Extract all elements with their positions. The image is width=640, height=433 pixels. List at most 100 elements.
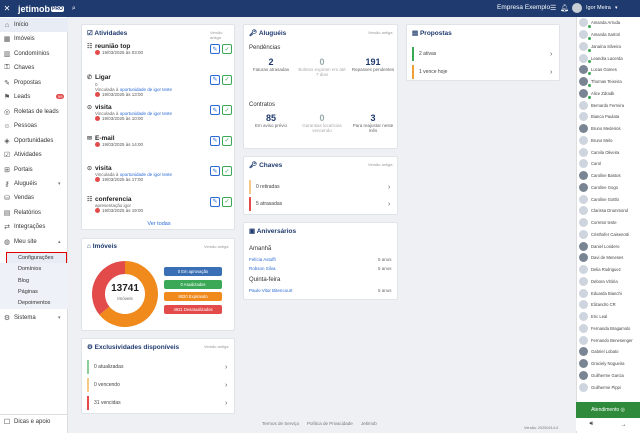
- user-list-item[interactable]: Carol: [579, 158, 640, 170]
- ver-todas-link[interactable]: Ver todas: [147, 221, 171, 227]
- user-list-item[interactable]: Elizandro CR: [579, 299, 640, 311]
- user-list-item[interactable]: Thomas Teixeira: [579, 76, 640, 88]
- activity-item[interactable]: ✉ E-mail 19/03/2025 às 14:00: [87, 135, 235, 147]
- birthday-person[interactable]: Robson Silva: [249, 266, 276, 271]
- sidebar-item-portais[interactable]: ⊞ Portais: [0, 163, 68, 177]
- imoveis-status-pill[interactable]: 8820 Expirando: [164, 292, 222, 301]
- submenu-blog[interactable]: Blog: [0, 274, 68, 287]
- old-version-link[interactable]: Versão antiga: [368, 30, 393, 35]
- dicas-e-apoio[interactable]: ☐ Dicas e apoio: [0, 414, 68, 428]
- edit-icon[interactable]: ✎: [210, 166, 220, 176]
- atendimento-button[interactable]: Atendimento ◎: [576, 402, 640, 418]
- opportunity-link[interactable]: oportunidade: [119, 172, 146, 177]
- user-list-item[interactable]: Eduarda Bianchi: [579, 287, 640, 299]
- user-list-item[interactable]: Caroline Gottlo: [579, 193, 640, 205]
- sidebar-item-aluguéis[interactable]: ⚷ Aluguéis ▾: [0, 177, 68, 191]
- company-selector[interactable]: Empresa Exemplo: [497, 4, 551, 11]
- check-icon[interactable]: ✓: [222, 74, 232, 85]
- user-list-item[interactable]: Eric Leal: [579, 311, 640, 323]
- activity-item[interactable]: ☷ conferencia apresentação igor 19/03/2025 …: [87, 196, 235, 213]
- sidebar-item-leads[interactable]: ⚑ Leads 99: [0, 90, 68, 104]
- kpi-k2-1[interactable]: 0 Garantias locatícias vencendo: [297, 113, 347, 133]
- check-icon[interactable]: ✓: [222, 196, 232, 207]
- user-list-item[interactable]: Amanda Arruda: [579, 17, 640, 29]
- edit-icon[interactable]: ✎: [210, 196, 220, 207]
- sidebar-item-vendas[interactable]: ⛁ Vendas: [0, 191, 68, 205]
- old-version-link[interactable]: Versão antiga: [210, 30, 223, 40]
- donut-slice-expirando[interactable]: [99, 261, 158, 327]
- sidebar-item-oportunidades[interactable]: ◈ Oportunidades: [0, 134, 68, 148]
- edit-icon[interactable]: ✎: [210, 74, 220, 85]
- user-list-item[interactable]: Graciely Nogueira: [579, 358, 640, 370]
- birthday-person[interactable]: Felícia Astuffi: [249, 257, 276, 262]
- sidebar-item-condomínios[interactable]: ▥ Condomínios: [0, 47, 68, 61]
- summary-row[interactable]: 31 vencidas ›: [87, 396, 231, 410]
- sidebar-item-início[interactable]: ⌂ Início: [0, 18, 68, 32]
- activity-item[interactable]: ✆ Ligar 0 Vinculada à oportunidade de igor …: [87, 74, 235, 97]
- activity-item[interactable]: ⊙ visita Vinculada à oportunidade de igor …: [87, 165, 235, 183]
- user-list-item[interactable]: Daniel Londero: [579, 240, 640, 252]
- summary-row[interactable]: 1 vence hoje ›: [412, 65, 556, 79]
- activity-item[interactable]: ⊙ visita Vinculada à oportunidade de igor …: [87, 104, 235, 122]
- summary-row[interactable]: 5 atrasadas ›: [249, 197, 394, 211]
- avatar[interactable]: [572, 3, 582, 13]
- donut-slice-desatualizados[interactable]: [91, 261, 125, 315]
- submenu-domínios[interactable]: Domínios: [0, 263, 68, 276]
- user-list-item[interactable]: Janaína Silveira: [579, 41, 640, 53]
- summary-row[interactable]: 0 retiradas ›: [249, 180, 394, 194]
- footer-termos[interactable]: Termos de Serviço: [262, 421, 300, 426]
- user-list-item[interactable]: Bianca Paulata: [579, 111, 640, 123]
- menu-icon[interactable]: ☰: [550, 5, 557, 12]
- activity-item[interactable]: ☷ reunião top 19/03/2025 às 03:00: [87, 43, 235, 56]
- sidebar-item-imóveis[interactable]: ▦ Imóveis: [0, 32, 68, 46]
- user-list-item[interactable]: Bernardo Ferreira: [579, 99, 640, 111]
- edit-icon[interactable]: ✎: [210, 44, 220, 54]
- submenu-depoimentos[interactable]: Depoimentos: [0, 297, 68, 310]
- close-menu-icon[interactable]: ✕: [3, 4, 11, 13]
- user-list-item[interactable]: Debora Vitória: [579, 276, 640, 288]
- user-list-item[interactable]: Bruno Melo: [579, 135, 640, 147]
- user-list-item[interactable]: Bruno Medeiros: [579, 123, 640, 135]
- search-icon[interactable]: ⌕: [71, 4, 76, 12]
- imoveis-status-pill[interactable]: 4921 Desatualizados: [164, 304, 222, 314]
- kpi-k1-2[interactable]: 191 Repasses pendentes: [348, 57, 398, 72]
- sidebar-item-pessoas[interactable]: ☺ Pessoas: [0, 119, 68, 133]
- check-icon[interactable]: ✓: [222, 166, 232, 176]
- opportunity-link[interactable]: oportunidade: [119, 111, 146, 116]
- opportunity-link[interactable]: oportunidade: [119, 86, 146, 92]
- sidebar-item-atividades[interactable]: ☑ Atividades: [0, 148, 68, 162]
- imoveis-status-pill[interactable]: 0 Em aprovação: [164, 267, 222, 276]
- footer-politica[interactable]: Política de Privacidade: [307, 421, 353, 426]
- user-list-item[interactable]: Clarissa Drummond: [579, 205, 640, 217]
- check-icon[interactable]: ✓: [222, 44, 232, 54]
- chevron-down-icon[interactable]: ▾: [615, 5, 618, 11]
- user-list-item[interactable]: Leandra Lacerda: [579, 52, 640, 64]
- edit-icon[interactable]: ✎: [210, 105, 220, 115]
- user-list-item[interactable]: Guilherme Pippi: [579, 381, 640, 393]
- birthday-person[interactable]: Paulo Vitor Bitencourt: [249, 288, 293, 293]
- arrow-right-icon[interactable]: →: [620, 421, 627, 428]
- user-list-item[interactable]: Delia Rodriguez: [579, 264, 640, 276]
- kpi-k1-1[interactable]: 0 Boletos expiram em até 7 dias: [297, 57, 347, 77]
- bell-icon[interactable]: 🔔︎: [560, 5, 569, 12]
- old-version-link[interactable]: Versão antiga: [368, 162, 393, 167]
- user-list-item[interactable]: Cristhofer Caisenotti: [579, 229, 640, 241]
- kpi-k2-0[interactable]: 85 Em aviso prévio: [246, 113, 296, 128]
- user-list-item[interactable]: Lucas Gomes: [579, 64, 640, 76]
- user-list-item[interactable]: Guilherme Garcia: [579, 370, 640, 382]
- imoveis-status-pill[interactable]: 0 Atualizados: [164, 279, 222, 289]
- user-list-item[interactable]: Fernanda Bragamolo: [579, 323, 640, 335]
- check-icon[interactable]: ✓: [222, 105, 232, 115]
- user-list-item[interactable]: Alice Zdradk: [579, 88, 640, 100]
- user-list-item[interactable]: Amanda Sartori: [579, 29, 640, 41]
- user-list-item[interactable]: Corretor teste: [579, 217, 640, 229]
- person-link[interactable]: de igor teste: [147, 86, 173, 92]
- sidebar-item-roletas-de-leads[interactable]: ◎ Roletas de leads: [0, 105, 68, 119]
- user-list-item[interactable]: Caroline Bastos: [579, 170, 640, 182]
- summary-row[interactable]: 0 atualizadas ›: [87, 360, 231, 374]
- person-link[interactable]: de igor teste: [147, 111, 173, 116]
- user-list-item[interactable]: Fernando Benesenger: [579, 334, 640, 346]
- user-list-item[interactable]: Caroline Gogo: [579, 182, 640, 194]
- summary-row[interactable]: 2 ativas ›: [412, 47, 556, 61]
- volume-icon[interactable]: 🔊︎: [589, 421, 594, 427]
